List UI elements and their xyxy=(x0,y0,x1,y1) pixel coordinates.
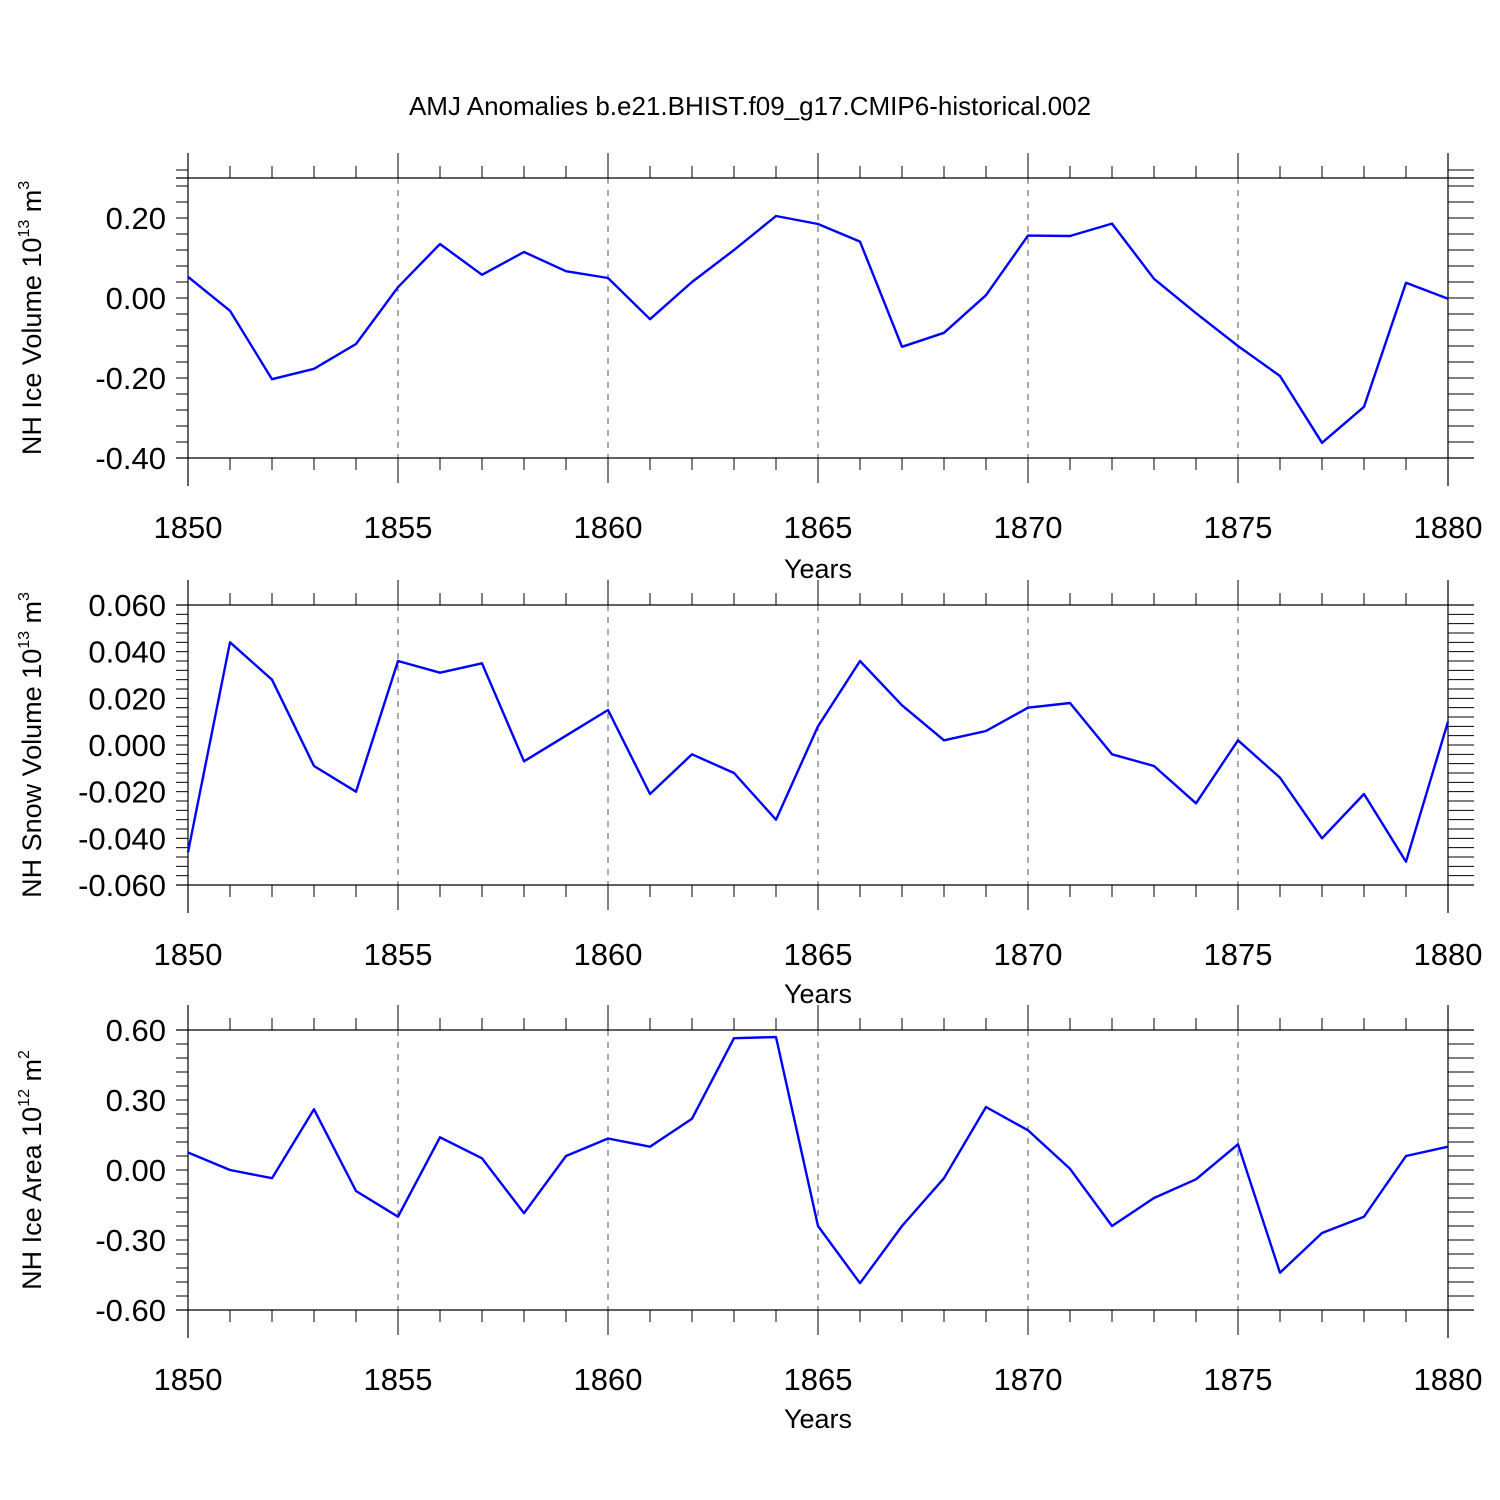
y-tick-label: -0.60 xyxy=(95,1293,166,1328)
x-tick-label: 1880 xyxy=(1414,937,1483,972)
x-tick-label: 1850 xyxy=(154,937,223,972)
y-tick-label: -0.040 xyxy=(78,821,166,856)
y-label-text: NH Snow Volume 10 xyxy=(17,649,47,898)
y-label-superscript: 3 xyxy=(16,592,33,601)
y-tick-label: 0.00 xyxy=(106,1153,166,1188)
y-tick-label: 0.30 xyxy=(106,1083,166,1118)
y-label-text: NH Ice Volume 10 xyxy=(17,238,47,456)
series-line xyxy=(186,641,1450,863)
x-tick-label: 1860 xyxy=(574,937,643,972)
y-tick-label: -0.060 xyxy=(78,868,166,903)
x-tick-label: 1860 xyxy=(574,1362,643,1397)
y-label-superscript: 13 xyxy=(16,220,33,238)
y-tick-label: -0.020 xyxy=(78,775,166,810)
x-tick-label: 1860 xyxy=(574,510,643,545)
y-tick-label: 0.60 xyxy=(106,1013,166,1048)
x-tick-label: 1880 xyxy=(1414,1362,1483,1397)
y-axis-label: NH Ice Volume 1013 m3 xyxy=(16,181,47,455)
y-label-text: m xyxy=(17,601,47,631)
y-label-text: NH Ice Area 10 xyxy=(17,1107,47,1290)
panels: 1850 1855 1860 1865 1870 1875 1880 0.20 0.00 -0.2… xyxy=(16,153,1482,1434)
y-label-superscript: 12 xyxy=(16,1089,33,1107)
x-tick-label: 1850 xyxy=(154,510,223,545)
x-axis-label: Years xyxy=(784,979,852,1009)
x-axis-label: Years xyxy=(784,1404,852,1434)
x-tick-label: 1865 xyxy=(784,1362,853,1397)
x-tick-label: 1855 xyxy=(364,937,433,972)
x-tick-label: 1865 xyxy=(784,937,853,972)
y-label-superscript: 13 xyxy=(16,631,33,649)
series-line xyxy=(187,214,1449,444)
panel-1: 1850 1855 1860 1865 1870 1875 1880 0.20 0.00 -0.2… xyxy=(16,153,1482,584)
y-axis-label: NH Snow Volume 1013 m3 xyxy=(16,592,47,898)
x-tick-label: 1855 xyxy=(364,1362,433,1397)
y-tick-label: -0.20 xyxy=(95,361,166,396)
x-tick-label: 1870 xyxy=(994,510,1063,545)
y-tick-label: 0.020 xyxy=(88,681,166,716)
panel-3: 1850 1855 1860 1865 1870 1875 1880 0.60 0.30 0.00… xyxy=(16,1005,1482,1434)
x-tick-label: 1880 xyxy=(1414,510,1483,545)
figure-title: AMJ Anomalies b.e21.BHIST.f09_g17.CMIP6-… xyxy=(409,91,1091,121)
x-tick-label: 1865 xyxy=(784,510,853,545)
y-tick-label: 0.040 xyxy=(88,635,166,670)
y-tick-label: -0.40 xyxy=(95,441,166,476)
y-label-superscript: 2 xyxy=(16,1050,33,1059)
x-tick-label: 1870 xyxy=(994,1362,1063,1397)
x-axis-label: Years xyxy=(784,554,852,584)
y-label-text: m xyxy=(17,1059,47,1089)
x-tick-label: 1875 xyxy=(1204,937,1273,972)
panel-2: 1850 1855 1860 1865 1870 1875 1880 0.060 0.040 0.… xyxy=(16,580,1482,1009)
x-tick-label: 1875 xyxy=(1204,510,1273,545)
y-tick-label: 0.060 xyxy=(88,588,166,623)
y-tick-label: 0.20 xyxy=(106,201,166,236)
y-tick-label: 0.00 xyxy=(106,281,166,316)
x-tick-label: 1850 xyxy=(154,1362,223,1397)
y-axis-label: NH Ice Area 1012 m2 xyxy=(16,1050,47,1290)
x-tick-label: 1875 xyxy=(1204,1362,1273,1397)
x-tick-label: 1870 xyxy=(994,937,1063,972)
y-tick-label: 0.000 xyxy=(88,728,166,763)
x-tick-label: 1855 xyxy=(364,510,433,545)
y-label-text: m xyxy=(17,190,47,220)
y-tick-label: -0.30 xyxy=(95,1223,166,1258)
y-label-superscript: 3 xyxy=(16,181,33,190)
series-line xyxy=(187,1035,1449,1285)
